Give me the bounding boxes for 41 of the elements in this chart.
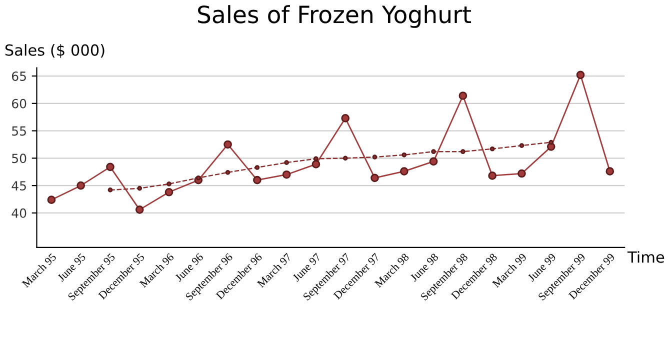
point (341, 114, 350, 122)
point (372, 154, 378, 160)
point (518, 169, 526, 178)
point (312, 160, 320, 168)
point (400, 167, 408, 176)
point (402, 152, 407, 158)
point (431, 149, 436, 154)
point (606, 167, 614, 176)
point (429, 157, 438, 166)
point (282, 170, 291, 179)
y-axis-title: Sales ($ 000) (5, 44, 104, 58)
y-tick-label: 65 (12, 71, 26, 81)
point (106, 162, 114, 172)
point (519, 143, 524, 148)
point (137, 186, 142, 191)
x-axis-title: Time (627, 251, 664, 263)
point (108, 188, 113, 192)
point (576, 70, 585, 80)
point (166, 181, 172, 186)
point (488, 172, 496, 180)
point (254, 165, 260, 170)
point (225, 170, 230, 175)
y-tick-label: 40 (12, 208, 26, 218)
chart-title: Sales of Frozen Yoghurt (198, 5, 471, 28)
point (135, 206, 144, 214)
y-tick-label: 55 (12, 126, 26, 136)
point (458, 92, 468, 100)
y-tick-label: 50 (12, 154, 26, 164)
y-tick-label: 45 (12, 181, 26, 190)
point (490, 146, 495, 152)
point (76, 181, 85, 190)
point (370, 174, 379, 182)
point (253, 176, 262, 184)
point (342, 156, 348, 161)
point (47, 196, 56, 204)
point (460, 149, 466, 154)
point (164, 188, 174, 196)
point (548, 140, 554, 145)
point (224, 140, 232, 149)
point (284, 160, 290, 165)
y-tick-label: 60 (12, 98, 26, 108)
